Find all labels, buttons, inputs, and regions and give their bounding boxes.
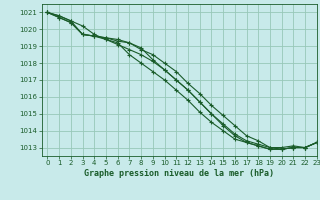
X-axis label: Graphe pression niveau de la mer (hPa): Graphe pression niveau de la mer (hPa) bbox=[84, 169, 274, 178]
